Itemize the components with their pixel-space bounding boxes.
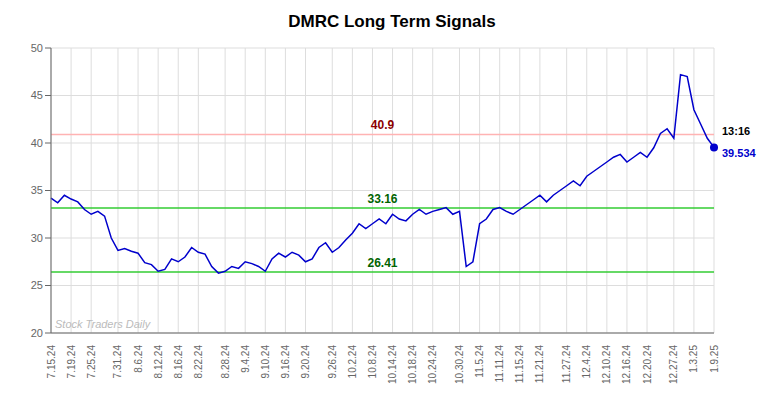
svg-text:8.12.24: 8.12.24 [153,345,164,379]
svg-text:40: 40 [31,137,43,149]
svg-text:11.21.24: 11.21.24 [534,345,545,384]
svg-text:7.19.24: 7.19.24 [66,345,77,379]
svg-text:1.9.25: 1.9.25 [709,345,720,373]
html-text:DMRC Long Term Signals: DMRC Long Term Signals [288,12,496,31]
svg-text:10.18.24: 10.18.24 [407,345,418,384]
html-text:Stock Traders Daily: Stock Traders Daily [55,318,151,330]
svg-text:10.2.24: 10.2.24 [347,345,358,379]
svg-text:25: 25 [31,279,43,291]
svg-text:10.8.24: 10.8.24 [367,345,378,379]
svg-text:8.6.24: 8.6.24 [133,345,144,373]
svg-text:11.27.24: 11.27.24 [561,345,572,384]
svg-text:13:16: 13:16 [722,125,750,137]
svg-text:11.15.24: 11.15.24 [514,345,525,384]
svg-text:11.11.24: 11.11.24 [494,345,505,383]
svg-text:26.41: 26.41 [367,256,397,270]
svg-text:9.16.24: 9.16.24 [280,345,291,379]
svg-text:35: 35 [31,184,43,196]
svg-text:7.15.24: 7.15.24 [46,345,57,379]
svg-text:20: 20 [31,327,43,339]
svg-text:12.4.24: 12.4.24 [581,345,592,379]
svg-text:8.16.24: 8.16.24 [173,345,184,379]
svg-text:39.534: 39.534 [722,147,757,159]
svg-text:12.16.24: 12.16.24 [621,345,632,384]
svg-text:12.10.24: 12.10.24 [601,345,612,384]
svg-text:7.31.24: 7.31.24 [112,345,123,379]
svg-text:9.20.24: 9.20.24 [300,345,311,379]
svg-text:40.9: 40.9 [371,118,395,132]
svg-text:11.5.24: 11.5.24 [474,345,485,378]
svg-text:9.4.24: 9.4.24 [240,345,251,373]
svg-text:7.25.24: 7.25.24 [86,345,97,379]
svg-text:10.24.24: 10.24.24 [427,345,438,384]
svg-text:1.3.25: 1.3.25 [688,345,699,373]
svg-text:10.30.24: 10.30.24 [454,345,465,384]
svg-text:30: 30 [31,232,43,244]
svg-text:12.20.24: 12.20.24 [642,345,653,384]
svg-text:8.22.24: 8.22.24 [193,345,204,379]
svg-text:10.14.24: 10.14.24 [387,345,398,384]
svg-text:9.26.24: 9.26.24 [327,345,338,379]
svg-text:9.10.24: 9.10.24 [260,345,271,379]
svg-text:45: 45 [31,89,43,101]
svg-text:50: 50 [31,42,43,54]
svg-text:12.27.24: 12.27.24 [668,345,679,384]
svg-text:33.16: 33.16 [367,192,397,206]
svg-text:8.28.24: 8.28.24 [220,345,231,379]
